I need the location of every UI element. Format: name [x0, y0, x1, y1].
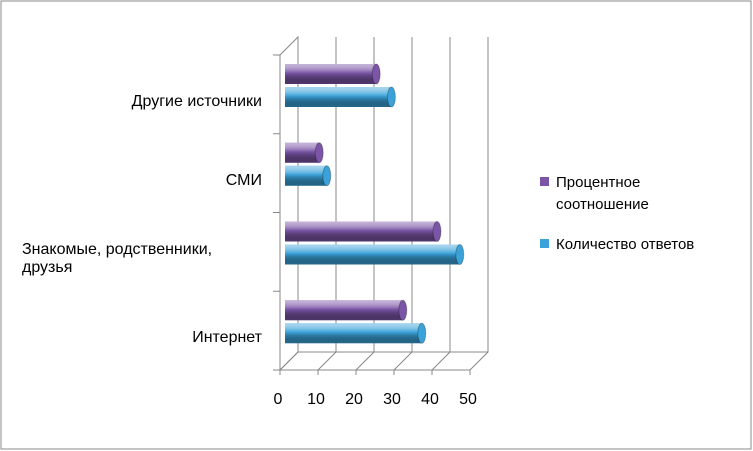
legend-swatch: [540, 239, 549, 248]
bar: [285, 165, 332, 187]
legend-swatch: [540, 177, 549, 186]
category-text: Интернет: [192, 329, 262, 347]
bar: [285, 244, 465, 265]
bar: [285, 322, 427, 344]
x-tick-label: 30: [383, 391, 401, 408]
bar: [285, 299, 408, 321]
category-label: СМИ: [12, 144, 262, 218]
bar: [285, 63, 381, 85]
category-label: Интернет: [12, 301, 262, 375]
category-text: СМИ: [225, 171, 262, 189]
grid-line: [393, 37, 413, 371]
bar: [285, 221, 442, 242]
x-tick-label: 40: [421, 391, 439, 408]
grid-line: [355, 37, 375, 371]
grid-line: [317, 37, 337, 371]
x-tick-label: 50: [459, 391, 477, 408]
x-tick-label: 0: [274, 391, 283, 408]
grid-line: [279, 37, 299, 371]
x-tick-label: 10: [307, 391, 325, 408]
category-text: Знакомые, родственники, друзья: [22, 241, 213, 277]
category-text: Другие источники: [131, 92, 262, 110]
legend-label: Процентное соотношение: [556, 174, 649, 213]
category-label: Другие источники: [12, 65, 262, 139]
category-label: Знакомые, родственники, друзья: [12, 223, 262, 297]
legend-label: Количество ответов: [556, 236, 695, 253]
grid-line: [431, 37, 451, 371]
x-tick-label: 20: [345, 391, 363, 408]
grid-line: [469, 37, 489, 371]
bar: [285, 86, 396, 108]
bar: [285, 142, 324, 164]
